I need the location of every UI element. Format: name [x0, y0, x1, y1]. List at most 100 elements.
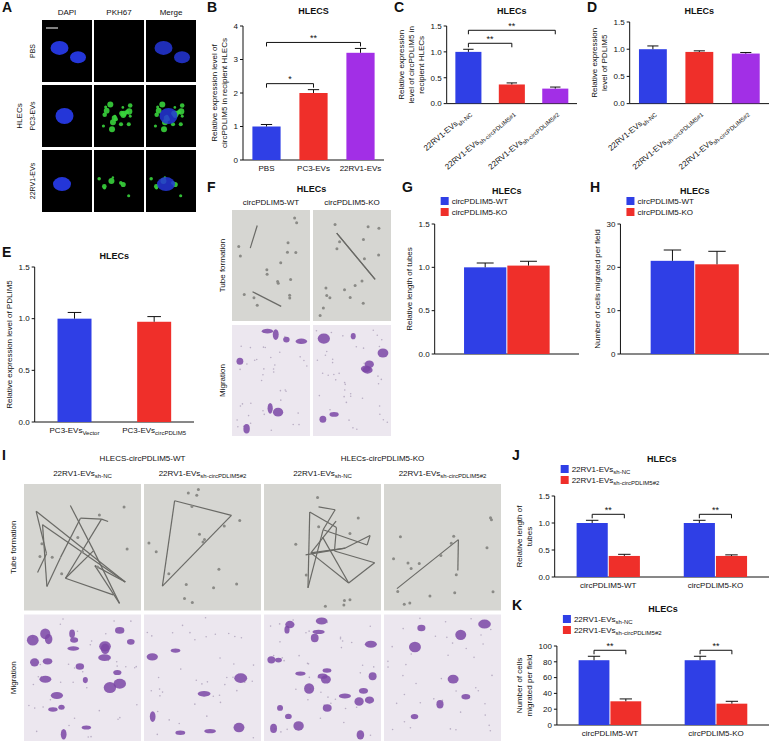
y-tick-label: 0.0: [19, 418, 31, 427]
bars: [455, 49, 568, 103]
pore: [281, 657, 283, 659]
cell: [238, 519, 241, 522]
pore: [455, 729, 457, 731]
tube: [345, 536, 370, 548]
pore: [33, 684, 35, 686]
x-tick-label: PC3-EVsVector: [50, 426, 100, 436]
error-cap: [647, 45, 658, 46]
pore: [77, 630, 79, 632]
significance-label: **: [487, 34, 495, 44]
migrated-cell: [319, 416, 326, 423]
cell: [195, 494, 198, 497]
y-tick: [432, 224, 435, 225]
cell: [357, 516, 360, 519]
y-tick-label: 0.5: [614, 72, 626, 81]
y-tick-label: 1.0: [539, 519, 551, 528]
pore: [373, 666, 375, 668]
pore: [420, 702, 422, 704]
y-tick: [627, 22, 630, 23]
pore: [62, 618, 64, 620]
y-tick: [554, 725, 557, 726]
error-cap: [694, 656, 706, 657]
y-tick: [627, 49, 630, 50]
pore: [182, 625, 184, 627]
label-main: circPDLIM5-WT: [637, 197, 694, 206]
y-tick-label: 10: [607, 306, 616, 315]
y-tick: [554, 677, 557, 678]
error-cap: [725, 554, 737, 555]
vesicle: [159, 102, 165, 108]
cell: [363, 257, 366, 260]
cell: [147, 542, 150, 545]
migrated-cell: [316, 617, 328, 624]
pore: [159, 688, 161, 690]
pore: [270, 357, 272, 359]
chart-panel: K020406080100circPDLIM5-WTcircPDLIM5-KOH…: [512, 597, 769, 738]
y-tick: [554, 709, 557, 710]
pore: [206, 715, 208, 717]
error-cap: [694, 50, 705, 51]
pore: [74, 667, 76, 669]
image-cell: [384, 484, 501, 611]
bars: [639, 46, 760, 104]
pore: [450, 728, 452, 730]
bar: [542, 89, 568, 104]
y-tick: [617, 267, 620, 268]
migrated-cell: [411, 714, 418, 719]
tube: [36, 511, 125, 582]
chart-title: HLECs: [648, 604, 678, 614]
cell: [324, 605, 327, 608]
group-header: HLECS-circPDLIM5-WT: [100, 454, 186, 463]
migrated-cell: [70, 637, 78, 642]
migrated-cell: [204, 729, 216, 733]
y-tick: [627, 76, 630, 77]
migrated-cell: [323, 668, 332, 672]
pore: [490, 629, 492, 631]
pore: [34, 707, 36, 709]
bars: [577, 520, 747, 577]
x-tick-label: 22RV1-EVssh-circPDLIM5#1: [443, 108, 517, 173]
pore: [162, 691, 164, 693]
vesicle: [126, 108, 132, 114]
chart-title: HLECs: [685, 6, 715, 16]
pore: [402, 675, 404, 677]
pore: [335, 379, 337, 381]
pore: [344, 389, 346, 391]
pore: [189, 632, 191, 634]
label-main: 22RV1-EVs: [340, 164, 382, 173]
label-main: 22RV1-EVs: [574, 615, 616, 624]
pore: [348, 419, 350, 421]
row-label: Tube formation: [218, 239, 227, 293]
panel-letter: F: [207, 179, 216, 195]
error-cap: [740, 52, 751, 53]
pore: [74, 718, 76, 720]
cell: [191, 601, 194, 604]
pore: [250, 422, 252, 424]
pore: [38, 676, 40, 678]
pore: [491, 675, 493, 677]
pore: [316, 330, 318, 332]
pore: [284, 389, 286, 391]
pore: [307, 699, 309, 701]
pore: [285, 390, 287, 392]
image-cell: [313, 210, 391, 321]
pore: [178, 723, 180, 725]
y-tick-label: 40: [543, 689, 552, 698]
tube: [175, 501, 232, 516]
cell: [294, 251, 297, 254]
x-axis: [620, 354, 769, 355]
image-cell: [264, 615, 381, 742]
y-tick: [432, 310, 435, 311]
migrated-cell: [58, 705, 64, 710]
cell: [367, 225, 370, 228]
pore: [86, 687, 88, 689]
bars: [58, 312, 172, 422]
cell: [81, 550, 84, 553]
y-axis: [446, 26, 447, 104]
cell: [239, 254, 242, 257]
cell: [348, 598, 351, 601]
migrated-cell: [175, 731, 185, 735]
pore: [482, 643, 484, 645]
pore: [228, 633, 230, 635]
cell: [289, 278, 292, 281]
